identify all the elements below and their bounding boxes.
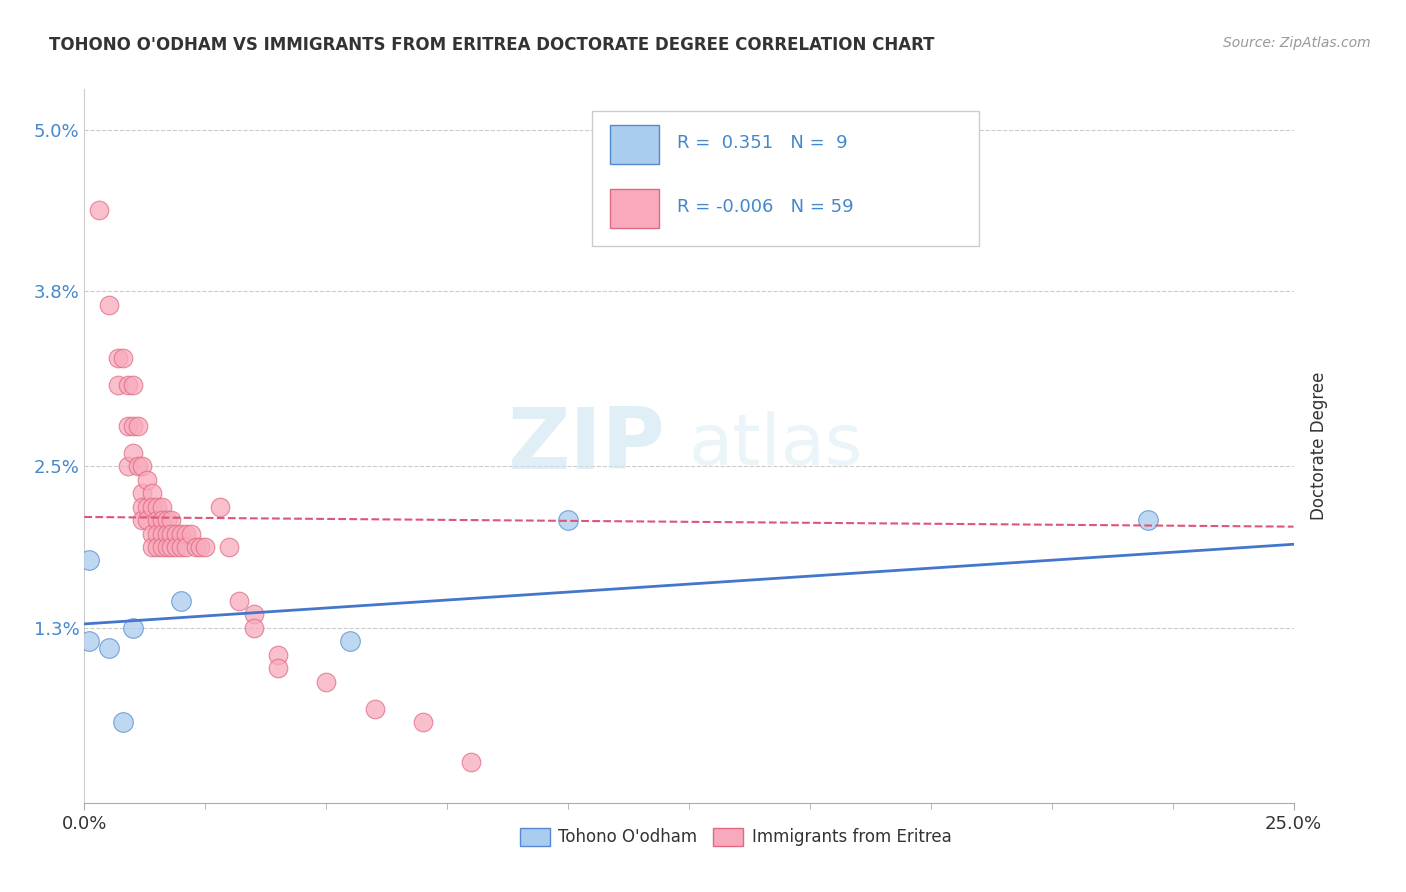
Point: [112, 714, 135, 729]
Point: [218, 540, 240, 554]
Point: [150, 500, 173, 514]
Point: [131, 486, 153, 500]
Point: [194, 540, 217, 554]
Point: [412, 714, 434, 729]
Point: [160, 540, 183, 554]
Point: [117, 418, 139, 433]
Point: [127, 459, 149, 474]
Point: [267, 661, 290, 675]
Point: [141, 526, 163, 541]
Point: [136, 500, 159, 514]
FancyBboxPatch shape: [713, 828, 744, 846]
Point: [117, 378, 139, 392]
Point: [155, 540, 177, 554]
Point: [121, 446, 143, 460]
Point: [208, 500, 231, 514]
Point: [107, 378, 129, 392]
Point: [146, 540, 169, 554]
Point: [339, 634, 361, 648]
Point: [131, 500, 153, 514]
Point: [97, 640, 120, 655]
Point: [107, 351, 129, 366]
FancyBboxPatch shape: [520, 828, 550, 846]
Point: [460, 756, 482, 770]
Point: [77, 553, 100, 567]
Point: [242, 621, 264, 635]
Text: atlas: atlas: [689, 411, 863, 481]
Point: [150, 526, 173, 541]
Point: [136, 513, 159, 527]
Text: Tohono O'odham: Tohono O'odham: [558, 828, 697, 846]
Point: [131, 513, 153, 527]
Point: [146, 513, 169, 527]
Point: [160, 526, 183, 541]
Point: [117, 459, 139, 474]
Text: TOHONO O'ODHAM VS IMMIGRANTS FROM ERITREA DOCTORATE DEGREE CORRELATION CHART: TOHONO O'ODHAM VS IMMIGRANTS FROM ERITRE…: [49, 36, 935, 54]
Point: [155, 526, 177, 541]
Point: [184, 540, 207, 554]
Point: [131, 459, 153, 474]
FancyBboxPatch shape: [592, 111, 979, 246]
Point: [121, 378, 143, 392]
Point: [160, 513, 183, 527]
Point: [112, 351, 135, 366]
Point: [1137, 513, 1160, 527]
Point: [155, 513, 177, 527]
Point: [165, 540, 187, 554]
Point: [174, 526, 197, 541]
FancyBboxPatch shape: [610, 125, 659, 164]
Point: [180, 526, 202, 541]
Point: [141, 500, 163, 514]
Point: [170, 526, 193, 541]
Text: Source: ZipAtlas.com: Source: ZipAtlas.com: [1223, 36, 1371, 50]
Text: R =  0.351   N =  9: R = 0.351 N = 9: [676, 134, 848, 152]
Point: [121, 418, 143, 433]
Text: R = -0.006   N = 59: R = -0.006 N = 59: [676, 198, 853, 216]
Point: [141, 540, 163, 554]
Point: [77, 634, 100, 648]
Point: [165, 526, 187, 541]
Point: [228, 594, 250, 608]
Point: [363, 701, 385, 715]
Point: [127, 418, 149, 433]
Point: [136, 473, 159, 487]
Point: [315, 674, 337, 689]
Point: [557, 513, 579, 527]
Text: Immigrants from Eritrea: Immigrants from Eritrea: [752, 828, 952, 846]
FancyBboxPatch shape: [610, 189, 659, 228]
Point: [267, 648, 290, 662]
Point: [174, 540, 197, 554]
Point: [146, 500, 169, 514]
Point: [170, 594, 193, 608]
Point: [141, 486, 163, 500]
Point: [170, 540, 193, 554]
Text: ZIP: ZIP: [508, 404, 665, 488]
Point: [121, 621, 143, 635]
Y-axis label: Doctorate Degree: Doctorate Degree: [1310, 372, 1329, 520]
Point: [150, 540, 173, 554]
Point: [150, 513, 173, 527]
Point: [146, 526, 169, 541]
Point: [87, 203, 110, 218]
Point: [97, 298, 120, 312]
Point: [242, 607, 264, 622]
Point: [190, 540, 212, 554]
